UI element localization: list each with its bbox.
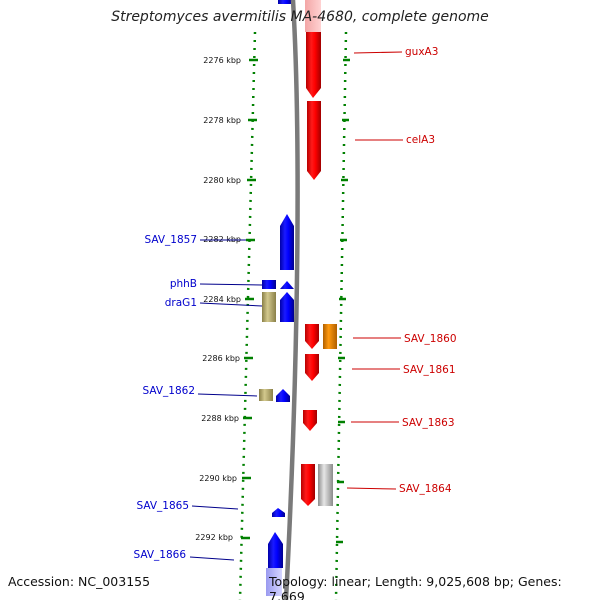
- gene-label-sav-1860[interactable]: SAV_1860: [404, 333, 457, 345]
- gene-label-phhb[interactable]: phhB: [170, 278, 197, 290]
- ruler-label: 2286 kbp: [202, 354, 240, 363]
- right-genes: [301, 0, 337, 506]
- accession-text: Accession: NC_003155: [8, 574, 151, 589]
- gene-label-sav-1863[interactable]: SAV_1863: [402, 417, 455, 429]
- gene-guxa3[interactable]: [306, 32, 321, 98]
- ruler-label: 2276 kbp: [203, 56, 241, 65]
- left-track-border: [238, 31, 257, 600]
- gene-sav-1865[interactable]: [272, 508, 285, 517]
- gene-label-drag1[interactable]: draG1: [165, 297, 197, 309]
- gene-drag1[interactable]: [280, 292, 294, 322]
- gene-sav-1863[interactable]: [303, 410, 317, 431]
- right-leader-lines: [346, 51, 403, 490]
- gene-sav-1864-grey[interactable]: [318, 464, 333, 506]
- gene-sav-1857[interactable]: [280, 214, 294, 270]
- gene-label-sav-1865[interactable]: SAV_1865: [136, 500, 189, 512]
- right-track-border: [334, 31, 348, 600]
- gene-sav-1862-khaki[interactable]: [259, 389, 273, 401]
- gene-guxa3-faded[interactable]: [305, 0, 321, 32]
- topology-text: Topology: linear; Length: 9,025,608 bp; …: [269, 574, 562, 600]
- gene-label-sav-1864[interactable]: SAV_1864: [399, 483, 452, 495]
- genome-backbone: [283, 0, 300, 600]
- ruler-label: 2280 kbp: [203, 176, 241, 185]
- left-gene-labels: SAV_1857 phhB draG1 SAV_1862 SAV_1865 SA…: [133, 234, 197, 561]
- gene-top-fragment[interactable]: [278, 0, 292, 4]
- gene-sav-1866-faded[interactable]: [266, 568, 282, 596]
- ruler-label: 2278 kbp: [203, 116, 241, 125]
- gene-label-sav-1861[interactable]: SAV_1861: [403, 364, 456, 376]
- gene-sav-1860-orange[interactable]: [323, 324, 337, 349]
- right-gene-labels: guxA3 celA3 SAV_1860 SAV_1861 SAV_1863 S…: [399, 46, 457, 495]
- ruler-label: 2290 kbp: [199, 474, 237, 483]
- ruler-ticks: [241, 58, 350, 544]
- map-title: Streptomyces avermitilis MA-4680, comple…: [111, 9, 489, 25]
- gene-drag1-khaki[interactable]: [262, 292, 276, 322]
- gene-sav-1864[interactable]: [301, 464, 315, 506]
- gene-sav-1866[interactable]: [268, 532, 283, 568]
- ruler-labels: 2276 kbp 2278 kbp 2280 kbp 2282 kbp 2284…: [195, 56, 241, 542]
- left-genes: [259, 0, 294, 596]
- gene-label-sav-1862[interactable]: SAV_1862: [142, 385, 195, 397]
- gene-label-sav-1857[interactable]: SAV_1857: [144, 234, 197, 246]
- gene-label-guxa3[interactable]: guxA3: [405, 46, 438, 58]
- ruler-label: 2288 kbp: [201, 414, 239, 423]
- gene-label-cela3[interactable]: celA3: [406, 134, 435, 146]
- ruler-label: 2292 kbp: [195, 533, 233, 542]
- gene-cela3[interactable]: [307, 101, 321, 180]
- ruler-label: 2284 kbp: [203, 295, 241, 304]
- gene-phhb-b[interactable]: [280, 281, 294, 289]
- left-leader-lines: [189, 239, 263, 561]
- gene-label-sav-1866[interactable]: SAV_1866: [133, 549, 186, 561]
- gene-sav-1861[interactable]: [305, 354, 319, 381]
- gene-sav-1862[interactable]: [276, 389, 290, 402]
- gene-phhb-a[interactable]: [262, 280, 276, 289]
- gene-sav-1860[interactable]: [305, 324, 319, 349]
